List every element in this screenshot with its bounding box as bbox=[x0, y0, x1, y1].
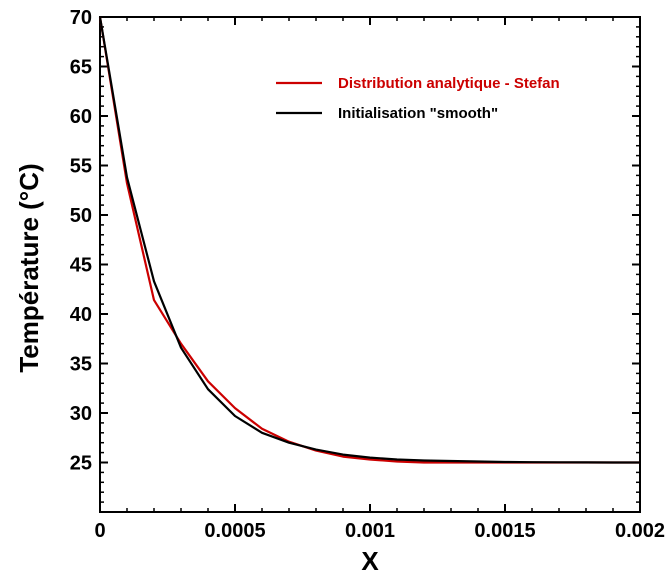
y-tick-label: 70 bbox=[70, 7, 92, 29]
series-line-smooth bbox=[98, 16, 640, 464]
x-tick-label: 0.001 bbox=[345, 520, 395, 542]
y-axis-title: Température (°C) bbox=[14, 163, 44, 372]
y-tick-label: 60 bbox=[70, 106, 92, 128]
x-tick-label: 0.0015 bbox=[474, 520, 535, 542]
y-tick-label: 55 bbox=[70, 156, 92, 178]
y-tick-label: 40 bbox=[70, 304, 92, 326]
x-tick-label: 0.002 bbox=[615, 520, 665, 542]
y-tick-label: 50 bbox=[70, 205, 92, 227]
y-tick-label: 65 bbox=[70, 57, 92, 79]
x-tick-label: 0 bbox=[94, 520, 105, 542]
y-tick-label: 30 bbox=[70, 403, 92, 425]
x-axis-title: X bbox=[361, 546, 379, 574]
y-tick-label: 35 bbox=[70, 354, 92, 376]
x-tick-label: 0.0005 bbox=[204, 520, 265, 542]
legend-label: Initialisation "smooth" bbox=[338, 105, 498, 122]
legend-label: Distribution analytique - Stefan bbox=[338, 75, 560, 92]
y-tick-label: 25 bbox=[70, 453, 92, 475]
y-tick-label: 45 bbox=[70, 255, 92, 277]
